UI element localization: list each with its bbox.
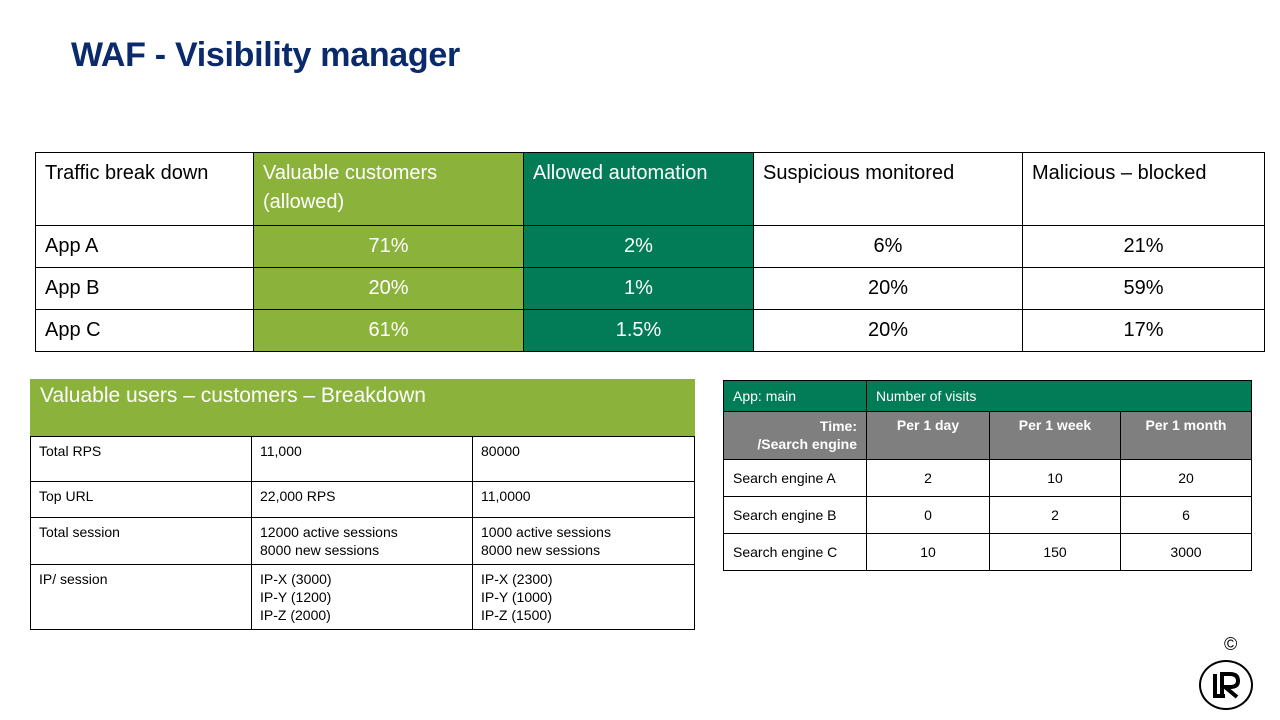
app-label-cell: App: main	[723, 380, 867, 412]
row-label: Top URL	[30, 481, 252, 518]
row-label: Total session	[30, 517, 252, 565]
corner-line: /Search engine	[757, 436, 857, 452]
automation-cell: 1%	[523, 267, 754, 310]
app-name-cell: App B	[35, 267, 254, 310]
suspicious-cell: 20%	[753, 267, 1023, 310]
valuable-cell: 61%	[253, 309, 524, 352]
suspicious-cell: 6%	[753, 225, 1023, 268]
visits-value-cell: 20	[1119, 459, 1253, 497]
engine-name-cell: Search engine B	[723, 496, 867, 534]
value-line: 8000 new sessions	[260, 542, 380, 558]
table-row: Search engine A 2 10 20	[723, 459, 1253, 497]
suspicious-cell: 20%	[753, 309, 1023, 352]
value-line: IP-Y (1000)	[481, 589, 553, 605]
period-header-cell: Per 1 month	[1119, 411, 1253, 460]
engine-name-cell: Search engine C	[723, 533, 867, 571]
value-line: IP-X (2300)	[481, 571, 553, 587]
value-cell: 22,000 RPS	[251, 481, 473, 518]
app-name-cell: App A	[35, 225, 254, 268]
malicious-cell: 21%	[1022, 225, 1265, 268]
traffic-header-cell: Suspicious monitored	[753, 152, 1023, 226]
table-row: Total RPS 11,000 80000	[30, 436, 696, 482]
visits-value-cell: 10	[866, 533, 990, 571]
period-header-cell: Per 1 day	[866, 411, 990, 460]
value-line: 11,0000	[481, 488, 531, 504]
visits-value-cell: 10	[989, 459, 1121, 497]
traffic-header-cell: Allowed automation	[523, 152, 754, 226]
traffic-header-cell: Valuable customers (allowed)	[253, 152, 524, 226]
corner-header-cell: Time: /Search engine	[723, 411, 867, 460]
value-line: IP-Z (2000)	[260, 607, 331, 623]
value-cell: 12000 active sessions 8000 new sessions	[251, 517, 473, 565]
automation-cell: 2%	[523, 225, 754, 268]
app-name-cell: App C	[35, 309, 254, 352]
table-row: IP/ session IP-X (3000) IP-Y (1200) IP-Z…	[30, 564, 696, 630]
corner-line: Time:	[819, 418, 857, 434]
visits-value-cell: 150	[989, 533, 1121, 571]
visits-header-row: App: main Number of visits	[723, 380, 1253, 412]
table-row: App C 61% 1.5% 20% 17%	[35, 309, 1265, 352]
lr-logo-glyph	[1213, 672, 1241, 699]
table-row: Top URL 22,000 RPS 11,0000	[30, 481, 696, 518]
row-label: Total RPS	[30, 436, 252, 482]
visits-label-cell: Number of visits	[865, 380, 1253, 412]
period-header-row: Time: /Search engine Per 1 day Per 1 wee…	[723, 411, 1253, 460]
traffic-breakdown-table: Traffic break down Valuable customers (a…	[35, 152, 1265, 352]
lr-logo-icon	[1199, 660, 1253, 710]
value-cell: 11,0000	[471, 481, 696, 518]
value-line: 1000 active sessions	[481, 524, 611, 540]
table-row: App B 20% 1% 20% 59%	[35, 267, 1265, 310]
value-cell: 80000	[471, 436, 696, 482]
copyright-symbol: ©	[1224, 634, 1238, 654]
visits-value-cell: 0	[866, 496, 990, 534]
valuable-users-breakdown-table: Valuable users – customers – Breakdown T…	[29, 379, 696, 630]
table-row: App A 71% 2% 6% 21%	[35, 225, 1265, 268]
value-cell: IP-X (3000) IP-Y (1200) IP-Z (2000)	[251, 564, 473, 630]
breakdown-header-row: Valuable users – customers – Breakdown	[29, 379, 696, 437]
traffic-header-cell: Malicious – blocked	[1022, 152, 1265, 226]
search-engine-visits-table: App: main Number of visits Time: /Search…	[723, 380, 1253, 571]
value-line: 8000 new sessions	[481, 542, 601, 558]
value-cell: 1000 active sessions 8000 new sessions	[471, 517, 696, 565]
visits-value-cell: 2	[866, 459, 990, 497]
value-line: IP-Y (1200)	[260, 589, 332, 605]
value-line: 22,000 RPS	[260, 488, 336, 504]
value-cell: IP-X (2300) IP-Y (1000) IP-Z (1500)	[471, 564, 696, 630]
visits-value-cell: 6	[1119, 496, 1253, 534]
valuable-cell: 71%	[253, 225, 524, 268]
malicious-cell: 17%	[1022, 309, 1265, 352]
visits-value-cell: 3000	[1119, 533, 1253, 571]
value-cell: 11,000	[251, 436, 473, 482]
visits-value-cell: 2	[989, 496, 1121, 534]
period-header-cell: Per 1 week	[989, 411, 1121, 460]
value-line: 80000	[481, 443, 520, 459]
malicious-cell: 59%	[1022, 267, 1265, 310]
automation-cell: 1.5%	[523, 309, 754, 352]
valuable-cell: 20%	[253, 267, 524, 310]
row-label: IP/ session	[30, 564, 252, 630]
value-line: IP-X (3000)	[260, 571, 332, 587]
traffic-header-cell: Traffic break down	[35, 152, 254, 226]
value-line: 12000 active sessions	[260, 524, 398, 540]
table-row: Search engine C 10 150 3000	[723, 533, 1253, 571]
value-line: 11,000	[260, 443, 302, 459]
engine-name-cell: Search engine A	[723, 459, 867, 497]
value-line: IP-Z (1500)	[481, 607, 552, 623]
table-row: Total session 12000 active sessions 8000…	[30, 517, 696, 565]
breakdown-title: Valuable users – customers – Breakdown	[29, 379, 696, 437]
page-title: WAF - Visibility manager	[71, 36, 460, 74]
table-row: Search engine B 0 2 6	[723, 496, 1253, 534]
traffic-header-row: Traffic break down Valuable customers (a…	[35, 152, 1265, 226]
